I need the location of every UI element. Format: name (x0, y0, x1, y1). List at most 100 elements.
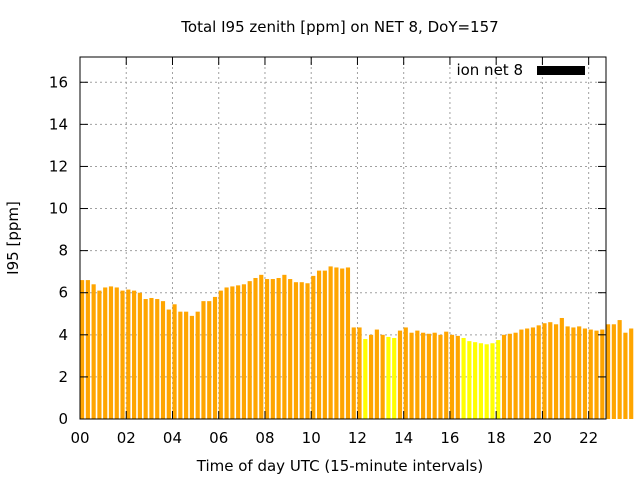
bar (264, 279, 270, 419)
legend-swatch (537, 66, 585, 75)
bar (461, 337, 466, 419)
bar (328, 266, 333, 419)
bar (588, 329, 593, 419)
bar (490, 343, 495, 419)
y-tick-label: 14 (49, 115, 68, 133)
bar (507, 333, 512, 419)
y-tick-label: 10 (49, 200, 68, 218)
bar (299, 282, 304, 419)
y-tick-label: 8 (58, 242, 68, 260)
y-axis-label: I95 [ppm] (4, 201, 22, 275)
bar (247, 281, 252, 419)
bar (542, 323, 547, 419)
bar (108, 286, 114, 419)
bar (455, 335, 460, 419)
bar (132, 290, 137, 419)
bar (212, 296, 218, 419)
bar (629, 328, 634, 419)
bar (143, 299, 148, 419)
bar (380, 334, 385, 419)
x-tick-label: 08 (255, 429, 274, 447)
bar (184, 311, 189, 419)
bar (501, 334, 507, 419)
bar (374, 329, 379, 419)
x-tick-label: 16 (440, 429, 459, 447)
x-tick-label: 06 (209, 429, 228, 447)
y-tick-label: 6 (58, 284, 68, 302)
x-tick-label: 10 (302, 429, 321, 447)
bar (351, 327, 356, 419)
x-tick-label: 12 (348, 429, 367, 447)
bar (207, 301, 212, 419)
x-axis-label: Time of day UTC (15-minute intervals) (196, 457, 483, 475)
bar (467, 341, 472, 419)
bar (322, 270, 327, 419)
bar (259, 274, 264, 419)
bar (513, 332, 518, 419)
bar (606, 324, 611, 419)
bar (392, 337, 397, 419)
bar (230, 286, 235, 419)
x-tick-label: 14 (394, 429, 413, 447)
bar (530, 327, 536, 419)
bar (103, 287, 108, 419)
bar (160, 301, 166, 419)
bar (559, 317, 564, 419)
bar (201, 301, 206, 419)
x-tick-label: 00 (70, 429, 89, 447)
bar (288, 279, 293, 419)
bar (276, 277, 281, 419)
bar (345, 267, 351, 419)
bar (195, 311, 200, 419)
bar (548, 322, 553, 419)
bar (97, 290, 102, 419)
bar (126, 289, 131, 419)
x-tick-label: 18 (487, 429, 506, 447)
y-tick-label: 12 (49, 157, 68, 175)
y-tick-label: 2 (58, 368, 68, 386)
bar-series (80, 266, 634, 419)
bar (386, 336, 391, 419)
bar (311, 275, 316, 419)
bar (224, 287, 229, 419)
bar (432, 332, 437, 419)
legend-label: ion net 8 (456, 61, 523, 79)
chart-title: Total I95 zenith [ppm] on NET 8, DoY=157 (180, 18, 498, 36)
bar (340, 268, 345, 419)
legend: ion net 8 (456, 61, 585, 79)
bar (155, 299, 160, 419)
bar (617, 320, 622, 419)
bar (582, 328, 588, 419)
x-tick-label: 04 (163, 429, 182, 447)
bar (120, 290, 125, 419)
bar (363, 339, 368, 419)
bar (316, 270, 322, 419)
bar (426, 333, 431, 419)
bar (571, 327, 576, 419)
bar (438, 334, 443, 419)
bar (178, 311, 183, 419)
bar (623, 332, 628, 419)
bar (409, 332, 414, 419)
bar (218, 290, 223, 419)
bar (80, 280, 85, 419)
bar (241, 284, 247, 419)
bar (282, 274, 287, 419)
bar (369, 334, 374, 419)
bar (415, 330, 420, 419)
x-tick-label: 22 (579, 429, 598, 447)
bar (397, 330, 403, 419)
bar (172, 304, 177, 419)
bar (473, 342, 478, 419)
bar (91, 284, 96, 419)
bar (114, 287, 119, 419)
bar (166, 309, 171, 419)
bar (536, 325, 541, 419)
bar (496, 340, 501, 419)
bar (270, 279, 275, 419)
bar (189, 315, 194, 419)
bar (525, 328, 530, 419)
bar (478, 343, 483, 419)
